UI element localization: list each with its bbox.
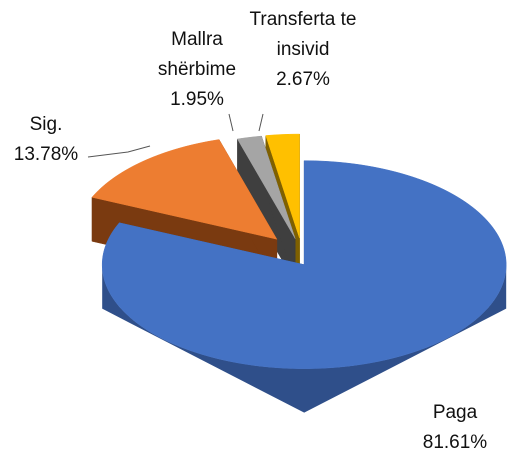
category-label: Transferta te insivid — [249, 9, 357, 60]
leader-line — [87, 145, 151, 158]
value-label: 1.95% — [170, 89, 224, 110]
value-label: 81.61% — [422, 432, 488, 453]
data-label: Paga 81.61% — [410, 398, 500, 458]
slice — [101, 160, 507, 369]
slice — [236, 135, 296, 239]
leader-line — [258, 113, 264, 132]
category-label: Sig. — [29, 114, 63, 135]
value-label: 13.78% — [13, 144, 79, 165]
data-label: Sig. 13.78% — [1, 110, 91, 170]
slice — [91, 139, 278, 240]
data-label: Mallra shërbime 1.95% — [142, 25, 252, 115]
slice — [265, 133, 300, 239]
leader-line — [228, 113, 234, 132]
slice-side — [102, 264, 507, 413]
value-label: 2.67% — [276, 69, 330, 90]
category-label: Paga — [432, 402, 478, 423]
data-label: Transferta te insivid 2.67% — [247, 5, 359, 95]
category-label: Mallra shërbime — [157, 29, 237, 80]
